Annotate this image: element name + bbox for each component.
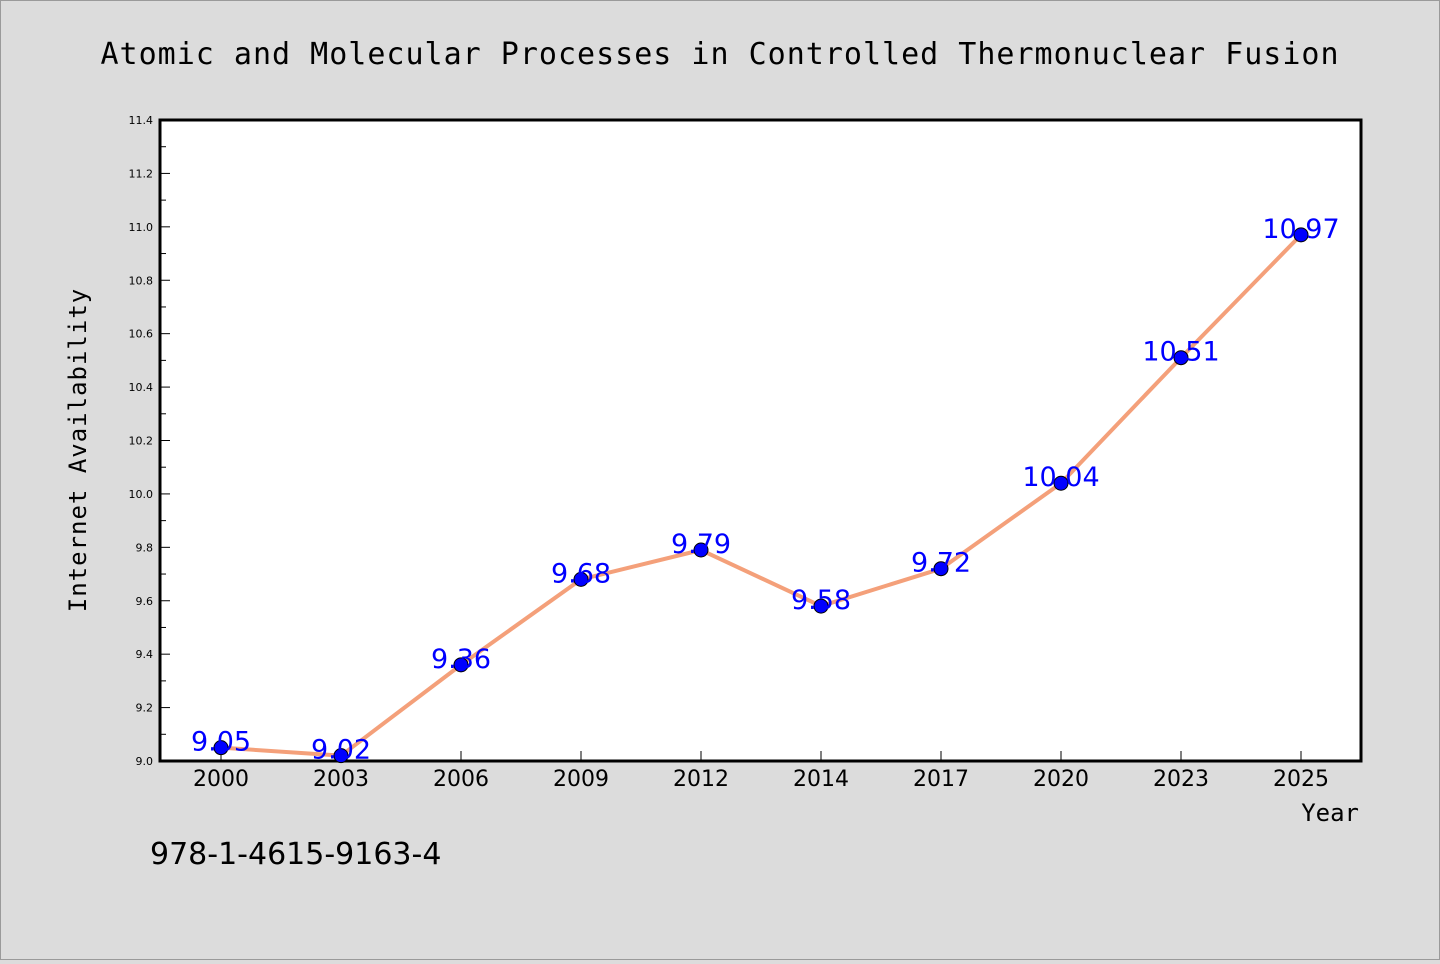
data-point — [693, 542, 709, 558]
data-label: 9.79 — [671, 529, 731, 560]
chart-title: Atomic and Molecular Processes in Contro… — [101, 37, 1340, 72]
data-point — [333, 748, 349, 764]
y-tick-label: 10.4 — [129, 381, 154, 394]
x-tick-label: 2006 — [433, 767, 489, 792]
y-tick-label: 9.4 — [136, 648, 154, 661]
data-label: 10.51 — [1142, 337, 1219, 368]
data-point — [453, 657, 469, 673]
y-tick-label: 9.8 — [136, 541, 154, 554]
y-tick-label: 10.2 — [129, 435, 154, 448]
y-tick-label: 11.0 — [129, 221, 154, 234]
y-tick-label: 9.0 — [136, 755, 154, 768]
data-point — [573, 571, 589, 587]
y-tick-label: 11.4 — [129, 114, 154, 127]
series-markers — [213, 227, 1309, 764]
data-label: 9.58 — [791, 585, 851, 616]
data-label: 10.04 — [1022, 462, 1099, 493]
data-point — [1293, 227, 1309, 243]
data-label: 9.02 — [311, 735, 371, 766]
series-polyline — [219, 232, 1303, 758]
x-axis-ticks: 2000 2003 2006 2009 2012 2014 2017 2020 2023 2025 — [193, 751, 1329, 792]
data-point — [1173, 350, 1189, 366]
data-point — [813, 598, 829, 614]
y-axis-ticks: 9.0 9.2 9.4 9.6 9.8 10.0 10.2 10.4 10.6 10.8 11.0 1… — [129, 114, 170, 768]
y-tick-label: 10.0 — [129, 488, 154, 501]
y-tick-label: 9.6 — [136, 595, 154, 608]
x-tick-label: 2020 — [1033, 767, 1089, 792]
y-tick-label: 10.8 — [129, 274, 154, 287]
data-label: 9.68 — [551, 558, 611, 589]
data-label: 9.72 — [911, 548, 971, 579]
data-labels: 9.05 9.02 9.36 9.68 9.79 9.58 9.72 10.04 10.51 10… — [191, 214, 1340, 766]
x-tick-label: 2003 — [313, 767, 369, 792]
x-tick-label: 2023 — [1153, 767, 1209, 792]
data-point — [933, 561, 949, 577]
x-axis-label: Year — [1301, 799, 1359, 827]
x-tick-label: 2000 — [193, 767, 249, 792]
y-axis-label: Internet Availability — [64, 288, 92, 612]
y-tick-label: 10.6 — [129, 328, 154, 341]
data-label: 9.36 — [431, 644, 491, 675]
y-tick-label: 9.2 — [136, 702, 154, 715]
x-tick-label: 2009 — [553, 767, 609, 792]
y-tick-label: 11.2 — [129, 167, 154, 180]
x-tick-label: 2012 — [673, 767, 729, 792]
isbn-text: 978-1-4615-9163-4 — [150, 837, 442, 872]
x-tick-label: 2025 — [1273, 767, 1329, 792]
x-tick-label: 2014 — [793, 767, 849, 792]
plot-area — [158, 118, 1363, 763]
x-tick-label: 2017 — [913, 767, 969, 792]
data-point — [1053, 475, 1069, 491]
data-label: 10.97 — [1262, 214, 1339, 245]
data-point — [213, 740, 229, 756]
series-line — [219, 232, 1303, 758]
data-label: 9.05 — [191, 727, 251, 758]
